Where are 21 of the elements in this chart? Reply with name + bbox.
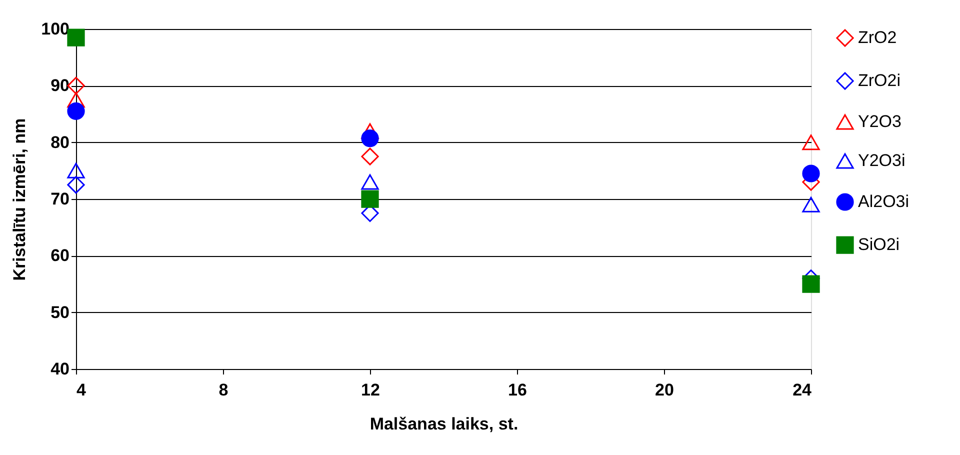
legend-label: Y2O3i xyxy=(858,151,906,170)
legend-label: SiO2i xyxy=(858,235,900,254)
x-tick-label: 16 xyxy=(508,380,527,400)
y-tick-label: 50 xyxy=(50,302,70,322)
y-axis-title: Kristalītu izmēri, nm xyxy=(10,118,30,281)
y-tick-label: 100 xyxy=(41,20,70,38)
x-tick-label: 24 xyxy=(792,380,812,400)
x-tick-label: 4 xyxy=(76,380,86,400)
legend-label: ZrO2 xyxy=(858,28,897,47)
x-tick-label: 12 xyxy=(361,380,380,400)
y-tick-label: 90 xyxy=(50,76,70,96)
x-axis-title: Malšanas laiks, st. xyxy=(370,414,518,434)
legend-label: Al2O3i xyxy=(858,192,910,211)
y-tick-label: 70 xyxy=(50,190,70,208)
y-tick-label: 80 xyxy=(50,132,70,152)
legend-label: Y2O3 xyxy=(858,112,902,131)
legend-label: ZrO2i xyxy=(858,71,900,90)
x-tick-label: 8 xyxy=(218,380,228,400)
y-tick-label: 60 xyxy=(50,246,70,266)
y-tick-label: 40 xyxy=(50,360,70,378)
x-tick-label: 20 xyxy=(655,380,674,400)
